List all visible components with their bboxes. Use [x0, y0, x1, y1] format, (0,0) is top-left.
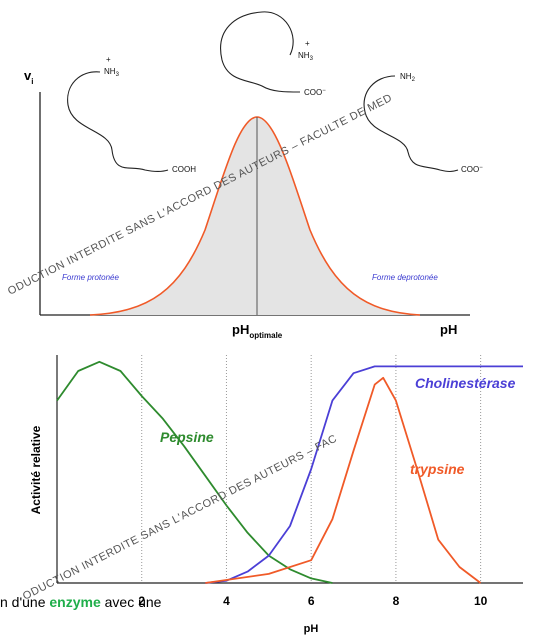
x-label: pH — [304, 623, 319, 635]
group: COOH — [172, 165, 196, 174]
x-tick-label: 8 — [393, 594, 400, 608]
x-tick-label: 6 — [308, 594, 315, 608]
series-label: trypsine — [410, 461, 465, 477]
group: COO− — [304, 88, 326, 97]
group: COO− — [461, 165, 483, 174]
x-tick-label: 2 — [138, 594, 145, 608]
series-label: Cholinestérase — [415, 375, 516, 391]
bell-fill — [90, 117, 420, 315]
series-line — [205, 365, 523, 584]
group: NH3 — [104, 67, 120, 78]
caption: n d'une enzyme avec une — [0, 594, 162, 610]
watermark: ODUCTION INTERDITE SANS L'ACCORD DES AUT… — [21, 433, 339, 603]
molecule-left — [67, 71, 169, 173]
left-form: Forme protonée — [62, 273, 119, 282]
x-tick-label: 10 — [474, 594, 488, 608]
series-line — [56, 360, 333, 584]
x-tick-label: 4 — [223, 594, 230, 608]
group: + — [305, 39, 310, 48]
x-label: pH — [440, 322, 457, 337]
group: NH3 — [298, 51, 314, 62]
group: NH2 — [400, 72, 416, 83]
y-label: Activité relative — [29, 425, 43, 514]
molecule-middle — [220, 11, 301, 93]
group: + — [106, 55, 111, 64]
y-label: vi — [24, 68, 33, 86]
right-form: Forme deprotonée — [372, 273, 438, 282]
activity-chart: 2 4 6 8 10 pH Activité relative Pepsine Cholines… — [21, 355, 523, 635]
series-label: Pepsine — [160, 429, 214, 445]
molecule-right — [363, 75, 459, 173]
optimum-label: pHoptimale — [232, 322, 283, 340]
series-line — [205, 376, 482, 584]
